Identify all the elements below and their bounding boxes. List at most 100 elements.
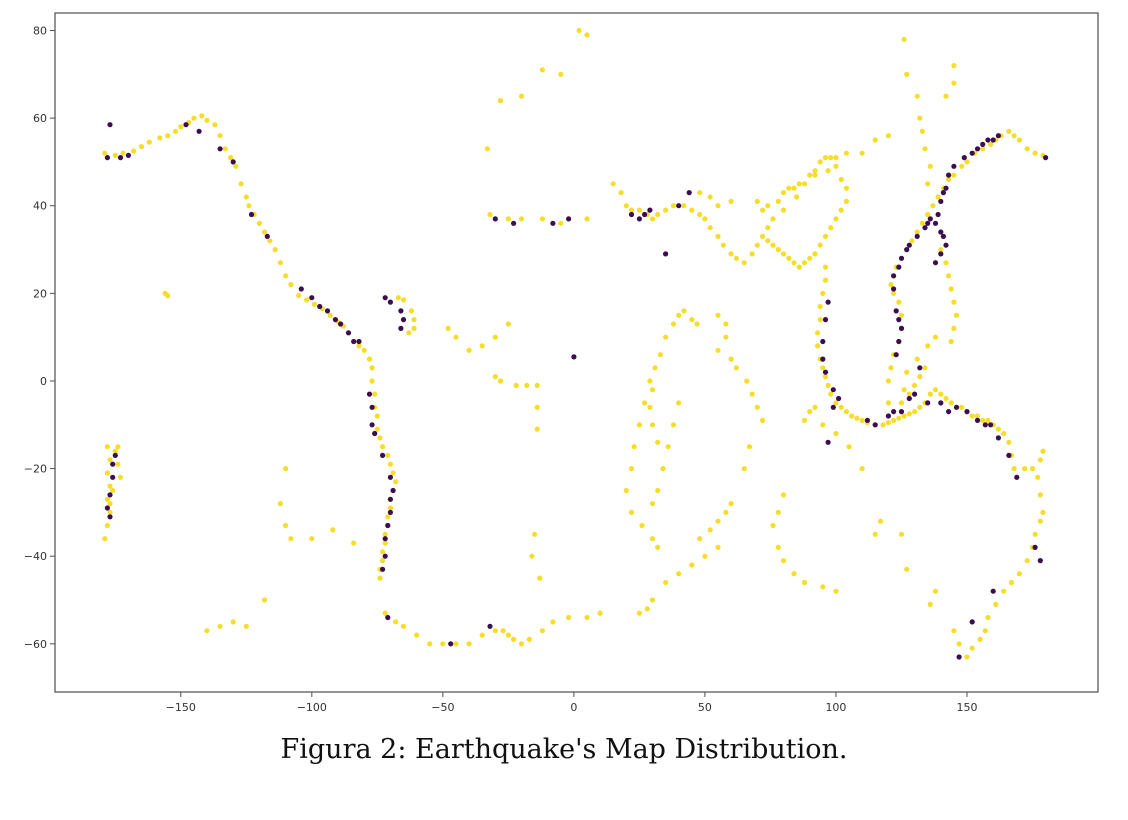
data-point-class-0 — [807, 409, 813, 415]
data-point-class-1 — [398, 308, 404, 314]
data-point-class-0 — [676, 400, 682, 406]
data-point-class-0 — [1024, 558, 1030, 564]
data-point-class-0 — [930, 203, 936, 209]
data-point-class-0 — [1008, 579, 1015, 586]
data-point-class-0 — [833, 155, 839, 161]
data-point-class-0 — [107, 501, 113, 507]
data-point-class-1 — [938, 229, 944, 235]
data-point-class-0 — [985, 614, 991, 621]
data-point-class-0 — [576, 27, 582, 34]
data-point-class-0 — [665, 444, 671, 450]
data-point-class-0 — [697, 190, 703, 196]
data-point-class-0 — [1011, 133, 1017, 139]
data-point-class-1 — [356, 338, 362, 345]
data-point-class-0 — [825, 168, 831, 174]
data-point-class-0 — [393, 619, 399, 625]
data-point-class-0 — [385, 452, 391, 458]
data-point-class-0 — [922, 365, 928, 371]
data-point-class-0 — [647, 378, 653, 384]
data-point-class-0 — [647, 404, 653, 410]
data-point-class-0 — [980, 146, 986, 152]
data-point-class-1 — [382, 553, 388, 559]
y-tick-label: 20 — [33, 287, 47, 300]
data-point-class-1 — [885, 413, 892, 419]
data-point-class-0 — [649, 216, 656, 222]
data-point-class-0 — [995, 426, 1002, 432]
x-tick-label: 150 — [956, 701, 977, 714]
data-point-class-1 — [927, 216, 933, 222]
y-tick-label: 0 — [40, 375, 47, 388]
data-point-class-0 — [914, 93, 920, 99]
data-point-class-0 — [681, 203, 687, 209]
data-point-class-0 — [107, 457, 113, 463]
data-point-class-0 — [628, 207, 635, 213]
data-point-class-0 — [670, 321, 677, 327]
data-point-class-0 — [812, 251, 818, 257]
data-point-class-1 — [345, 330, 352, 336]
data-point-class-0 — [843, 198, 850, 204]
data-point-class-0 — [964, 654, 970, 660]
data-point-class-0 — [741, 260, 747, 266]
x-tick-label: −150 — [166, 701, 196, 714]
data-point-class-0 — [733, 365, 740, 371]
data-point-class-1 — [248, 211, 255, 218]
data-point-class-1 — [896, 317, 902, 323]
data-point-class-0 — [636, 610, 643, 616]
data-point-class-0 — [749, 391, 755, 397]
data-point-class-0 — [689, 562, 695, 568]
data-point-class-0 — [943, 395, 949, 402]
data-point-class-0 — [849, 413, 855, 419]
data-point-class-0 — [807, 172, 813, 178]
data-point-class-0 — [529, 553, 535, 559]
data-point-class-0 — [854, 415, 860, 421]
data-point-class-0 — [1001, 430, 1007, 437]
data-point-class-0 — [138, 144, 145, 150]
data-point-class-0 — [891, 417, 897, 423]
data-point-class-0 — [1001, 588, 1007, 594]
data-point-class-0 — [484, 146, 490, 152]
data-point-class-0 — [728, 501, 734, 507]
data-point-class-0 — [896, 415, 902, 421]
data-point-class-0 — [760, 417, 766, 423]
data-point-class-0 — [807, 255, 813, 261]
data-point-class-0 — [728, 251, 734, 257]
data-point-class-0 — [794, 194, 800, 200]
data-point-class-0 — [518, 641, 525, 647]
data-point-class-0 — [938, 247, 944, 253]
data-point-class-0 — [822, 155, 829, 161]
data-point-class-0 — [649, 597, 656, 603]
data-point-class-0 — [1040, 448, 1046, 454]
data-point-class-0 — [951, 325, 957, 331]
data-point-class-0 — [1029, 466, 1036, 472]
data-point-class-0 — [366, 356, 373, 362]
y-tick-label: 60 — [33, 112, 47, 125]
data-point-class-0 — [165, 293, 171, 299]
data-point-class-0 — [898, 531, 905, 537]
data-point-class-0 — [943, 93, 949, 99]
data-point-class-0 — [277, 260, 283, 266]
data-point-class-1 — [932, 260, 939, 266]
data-point-class-0 — [820, 422, 826, 428]
data-point-class-0 — [951, 299, 957, 305]
data-point-class-0 — [817, 317, 823, 323]
data-point-class-1 — [946, 409, 952, 415]
data-point-class-0 — [390, 470, 396, 476]
data-point-class-1 — [1032, 544, 1038, 551]
data-point-class-0 — [479, 343, 485, 349]
data-point-class-0 — [817, 303, 823, 310]
data-point-class-0 — [466, 347, 472, 353]
data-point-class-1 — [104, 155, 110, 161]
data-point-class-0 — [815, 343, 821, 349]
data-point-class-0 — [927, 391, 933, 397]
data-point-class-0 — [898, 312, 905, 318]
y-tick-label: 40 — [33, 200, 47, 213]
data-point-class-0 — [951, 63, 957, 69]
data-point-class-0 — [833, 588, 839, 594]
data-point-class-0 — [584, 32, 590, 38]
data-point-class-0 — [801, 260, 808, 266]
data-point-class-0 — [904, 369, 910, 375]
data-point-class-1 — [922, 225, 928, 231]
data-point-class-0 — [628, 466, 635, 472]
data-point-class-0 — [919, 128, 926, 134]
data-point-class-0 — [948, 338, 954, 345]
